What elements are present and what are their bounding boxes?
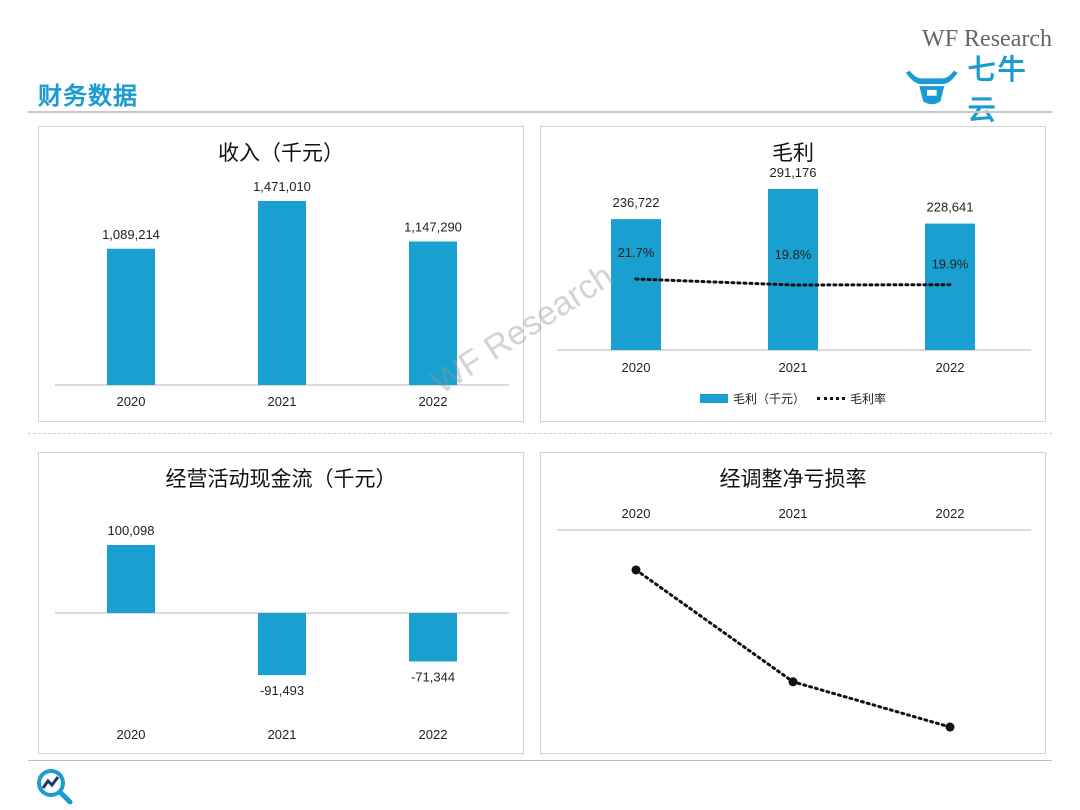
loss-rate-chart-panel: 2020 2021 2022 经调整净亏损率 [540,452,1046,754]
x-tick-label-2021: 2021 [268,394,297,409]
data-label-2021: -91,493 [260,683,304,698]
cashflow-chart-panel: 100,098 2020 -91,493 2021 -71,344 2022 经营活动现金… [38,452,524,754]
legend-line-swatch [817,397,845,400]
loss-rate-point-2020 [631,565,641,575]
margin-rate-line [634,277,952,287]
magnifier-chart-icon [37,769,73,805]
data-label-2021: 1,471,010 [253,179,311,194]
x-tick-label-2022: 2022 [419,394,448,409]
bar-2022 [409,613,457,662]
bar-2021 [258,201,306,385]
gross-profit-chart-panel: 236,722 2020 291,176 2021 228,641 2022 21.7% 19… [540,126,1046,422]
bar-2020 [107,248,155,385]
bar-2022 [409,241,457,385]
loss-rate-chart-title: 经调整净亏损率 [719,467,867,491]
legend-bar-label: 毛利（千元） [732,392,805,406]
loss-rate-chart: 2020 2021 2022 [557,506,1031,732]
cashflow-chart: 100,098 2020 -91,493 2021 -71,344 2022 [55,523,509,742]
company-logo: 七牛云 [904,53,1054,126]
x-tick-label-2022: 2022 [419,727,448,742]
x-tick-label-2020: 2020 [622,360,651,375]
bar-value-label-2021: 291,176 [770,165,817,180]
data-label-2020: 1,089,214 [102,227,160,242]
data-label-2020: 100,098 [108,523,155,538]
x-tick-label-2020: 2020 [117,394,146,409]
revenue-chart-panel: 1,089,214 2020 1,471,010 2021 1,147,290 2022 … [38,126,524,422]
x-tick-label-2022: 2022 [936,506,965,521]
cashflow-chart-title: 经营活动现金流（千元） [165,467,397,491]
x-tick-label-2020: 2020 [622,506,651,521]
data-label-2022: -71,344 [411,669,455,684]
bar-2020 [107,545,155,613]
margin-rate-label-2022: 19.9% [932,257,969,272]
x-tick-label-2020: 2020 [117,727,146,742]
bar-2021 [768,189,818,350]
margin-rate-label-2021: 19.8% [775,247,812,262]
loss-rate-point-2022 [945,722,955,732]
revenue-chart-title: 收入（千元） [218,141,344,165]
bar-2022 [925,223,975,350]
brand-text: WF Research [922,26,1052,52]
data-label-2022: 1,147,290 [404,219,462,234]
logo-text: 七牛云 [967,53,1028,126]
gross-profit-chart-title: 毛利 [772,141,814,165]
page-title: 财务数据 [38,82,138,110]
bar-2020 [611,219,661,350]
x-tick-label-2021: 2021 [779,360,808,375]
margin-rate-label-2020: 21.7% [618,245,655,260]
legend-bar-swatch [699,394,728,403]
footer-divider [28,760,1052,761]
revenue-chart: 1,089,214 2020 1,471,010 2021 1,147,290 2022 [55,179,509,409]
gross-profit-legend: 毛利（千元） 毛利率 [541,390,1045,407]
bar-2021 [258,613,306,676]
loss-rate-point-2021 [788,677,798,687]
x-tick-label-2021: 2021 [779,506,808,521]
gross-profit-chart: 236,722 2020 291,176 2021 228,641 2022 21.7% 19… [557,165,1031,375]
bull-head-logo-icon [905,70,958,105]
header-divider [28,111,1052,113]
section-divider [28,433,1052,434]
loss-rate-line [634,568,952,729]
bar-value-label-2020: 236,722 [613,195,660,210]
x-tick-label-2021: 2021 [268,727,297,742]
x-tick-label-2022: 2022 [936,360,965,375]
legend-line-label: 毛利率 [850,392,887,406]
bar-value-label-2022: 228,641 [927,200,974,215]
